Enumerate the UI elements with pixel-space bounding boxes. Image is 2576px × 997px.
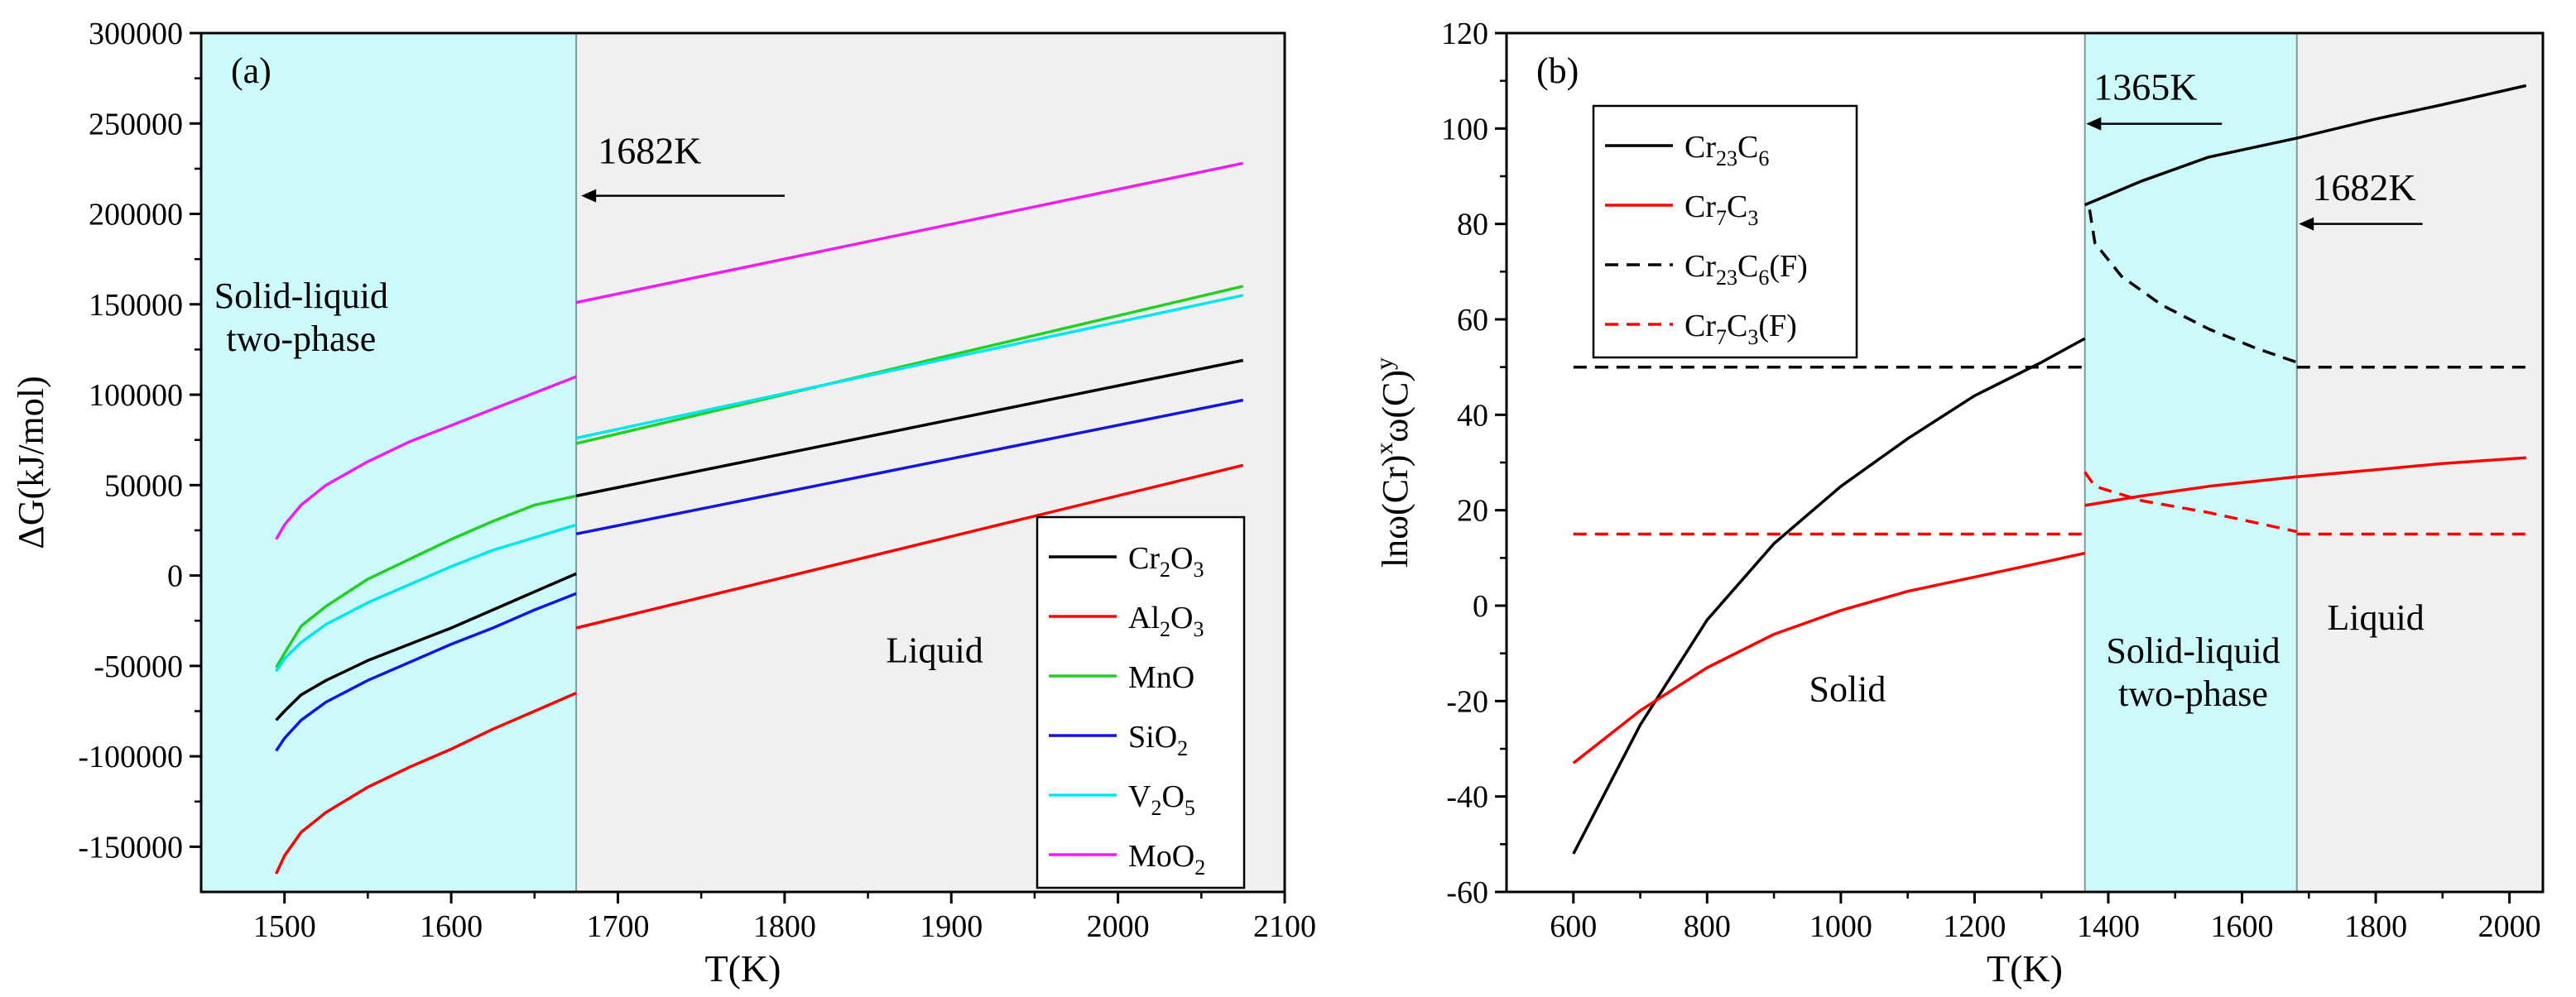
series-line-0-segment-0: [1572, 337, 2086, 855]
region-label-liquid: Liquid: [886, 630, 983, 670]
x-tick-label: 600: [1550, 909, 1597, 944]
x-axis-label: T(K): [705, 947, 781, 990]
x-axis-label: T(K): [1987, 947, 2063, 990]
x-tick-label: 1500: [253, 909, 316, 944]
legend-label-1: Cr7C3: [1684, 189, 1758, 230]
series-line-3-segment-1: [575, 398, 1244, 536]
region-solid-liquid: [2084, 33, 2297, 892]
x-tick-label: 1700: [586, 909, 649, 944]
x-tick-label: 2000: [1087, 909, 1150, 944]
chart-panel-a: Solid-liquid two-phase Liquid 1682K 1500 1600…: [11, 17, 1316, 990]
legend-label-1: Al2O3: [1128, 601, 1204, 641]
y-tick-label: 0: [1473, 589, 1488, 624]
legend-label-5: MoO2: [1128, 839, 1205, 880]
legend-label-3: Cr7C3(F): [1684, 309, 1797, 349]
y-tick-label: 200000: [89, 198, 183, 232]
series-line-5-segment-1: [575, 161, 1244, 304]
series-line-1-segment-0: [275, 691, 577, 875]
region-label-solid: Solid: [1809, 669, 1886, 709]
y-tick-label: 150000: [89, 288, 183, 323]
y-tick-label: -60: [1446, 875, 1488, 910]
series-line-1-segment-1: [575, 463, 1244, 630]
y-tick-label: 80: [1457, 208, 1488, 242]
x-tick-label: 1600: [2211, 909, 2274, 944]
legend-label-4: V2O5: [1128, 779, 1195, 820]
plot-frame: [199, 31, 1286, 894]
series-line-2-segment-1: [2088, 209, 2298, 364]
series-line-1-segment-1: [2084, 456, 2526, 507]
y-tick-label: -50000: [94, 649, 183, 684]
series-line-4-segment-0: [275, 523, 577, 673]
y-tick-label: 250000: [89, 107, 183, 141]
y-tick-label: 20: [1457, 494, 1488, 529]
y-tick-label: -150000: [78, 830, 183, 865]
x-tick-label: 800: [1684, 909, 1731, 944]
y-tick-label: -40: [1446, 780, 1488, 815]
annotation-arrow-head: [2299, 217, 2314, 231]
series-line-1-segment-0: [1572, 551, 2086, 765]
y-axis-label: ΔG(kJ/mol): [11, 376, 51, 549]
annotation-arrow-head: [581, 189, 597, 203]
legend-label-0: Cr2O3: [1128, 541, 1204, 582]
annotation-label: 1682K: [2312, 166, 2415, 209]
x-tick-label: 1000: [1809, 909, 1872, 944]
x-tick-label: 1800: [753, 909, 816, 944]
series-line-4-segment-1: [575, 294, 1244, 440]
y-tick-label: 0: [167, 559, 183, 594]
series-line-5-segment-0: [275, 375, 577, 540]
annotation-arrow-head: [2086, 117, 2102, 131]
x-tick-label: 1800: [2344, 909, 2407, 944]
y-tick-label: 120: [1441, 17, 1488, 51]
y-tick-label: 100000: [89, 378, 183, 413]
x-tick-label: 1600: [420, 909, 483, 944]
y-tick-label: 300000: [89, 17, 183, 51]
series-line-0-segment-0: [275, 572, 577, 721]
legend: Cr23C6 Cr7C3 Cr23C6(F) Cr7C3(F): [1592, 104, 1858, 359]
region-liquid: [2296, 33, 2543, 892]
legend-label-3: SiO2: [1128, 720, 1188, 760]
annotation-label: 1682K: [598, 129, 701, 171]
panel-label: (b): [1536, 50, 1579, 91]
x-tick-label: 2000: [2478, 909, 2541, 944]
series-line-3-segment-1: [2083, 471, 2298, 534]
region-label-liquid: Liquid: [2327, 597, 2424, 638]
x-tick-label: 1900: [920, 909, 983, 944]
legend-box: [1036, 515, 1246, 889]
series-line-0-segment-1: [2084, 84, 2527, 207]
annotation-label: 1365K: [2093, 66, 2197, 108]
y-tick-label: 60: [1457, 303, 1488, 338]
series-line-2-segment-1: [575, 285, 1244, 445]
legend-label-2: Cr23C6(F): [1684, 249, 1808, 290]
legend-box: [1592, 104, 1858, 359]
legend-label-0: Cr23C6: [1684, 130, 1769, 170]
y-tick-label: 50000: [104, 468, 183, 503]
series-line-3-segment-0: [275, 592, 577, 752]
chart-panel-b: Solid Solid-liquid two-phase Liquid 1365K 168…: [1371, 17, 2545, 990]
x-tick-label: 1400: [2077, 909, 2140, 944]
x-tick-label: 1200: [1943, 909, 2006, 944]
y-tick-label: -20: [1446, 684, 1488, 719]
region-solid-liquid: [201, 33, 577, 892]
panel-label: (a): [231, 50, 272, 91]
y-axis-label: lnω(Cr)xω(C)y: [1371, 357, 1415, 568]
region-label-solid-liquid: Solid-liquid two-phase: [2106, 630, 2280, 714]
x-tick-label: 2100: [1253, 909, 1316, 944]
legend: Cr2O3 Al2O3 MnO SiO2 V2O5 MoO2: [1036, 515, 1246, 889]
series-line-2-segment-0: [275, 494, 577, 669]
series-line-0-segment-1: [575, 358, 1244, 498]
y-tick-label: 100: [1441, 112, 1488, 146]
y-tick-label: -100000: [78, 740, 183, 774]
region-label-solid-liquid: Solid-liquid two-phase: [214, 276, 388, 359]
y-tick-label: 40: [1457, 398, 1488, 433]
legend-label-2: MnO: [1128, 660, 1194, 695]
